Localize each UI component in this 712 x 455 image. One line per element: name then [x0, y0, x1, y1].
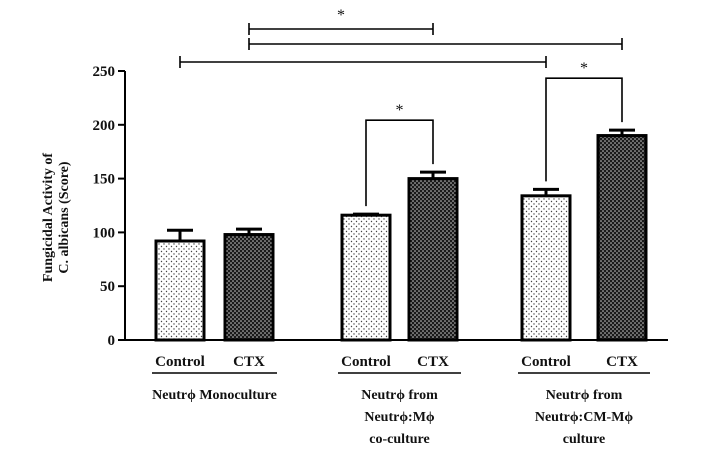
significance-star: *: [396, 102, 404, 119]
y-tick-label: 150: [93, 172, 116, 188]
group-label: co-culture: [369, 432, 429, 447]
significance-star: *: [580, 60, 588, 77]
bar-control: [340, 213, 392, 342]
x-tick-label: CTX: [417, 354, 449, 370]
y-tick-label: 250: [93, 64, 116, 80]
x-tick-label: Control: [155, 354, 205, 370]
y-tick-label: 0: [108, 333, 116, 349]
significance-annotations: * * *: [179, 7, 623, 207]
x-tick-label: Control: [521, 354, 571, 370]
axes: 0 50 100 150 200 250: [93, 64, 668, 349]
y-tick-label: 200: [93, 118, 116, 134]
group-label: Neutrϕ:Mϕ: [364, 410, 435, 425]
bars: [154, 128, 648, 342]
x-tick-label: Control: [341, 354, 391, 370]
bar-control: [154, 239, 206, 342]
y-tick-label: 100: [93, 225, 116, 241]
group-label: culture: [563, 432, 606, 447]
x-tick-label: CTX: [606, 354, 638, 370]
y-axis-title: Fungicidal Activity ofC. albicans (Score…: [41, 153, 72, 282]
x-axis-labels: Control CTX Neutrϕ Monoculture Control CTX Ne…: [152, 354, 650, 447]
group-label: Neutrϕ from: [546, 388, 623, 403]
bar-ctx: [407, 177, 459, 342]
group-label: Neutrϕ Monoculture: [152, 388, 277, 403]
y-axis-label: Fungicidal Activity ofC. albicans (Score…: [41, 153, 72, 282]
x-tick-label: CTX: [233, 354, 265, 370]
group-label: Neutrϕ:CM-Mϕ: [535, 410, 634, 425]
y-tick-label: 50: [100, 279, 115, 295]
significance-bracket: [545, 77, 623, 182]
group-label: Neutrϕ from: [361, 388, 438, 403]
bar-ctx: [596, 134, 648, 342]
bar-ctx: [223, 233, 275, 342]
bar-control: [520, 194, 572, 342]
y-axis-title-line: C. albicans (Score): [57, 161, 72, 273]
significance-bracket: [365, 119, 434, 207]
y-axis-title-line: Fungicidal Activity of: [41, 153, 56, 282]
significance-star: *: [337, 7, 345, 24]
